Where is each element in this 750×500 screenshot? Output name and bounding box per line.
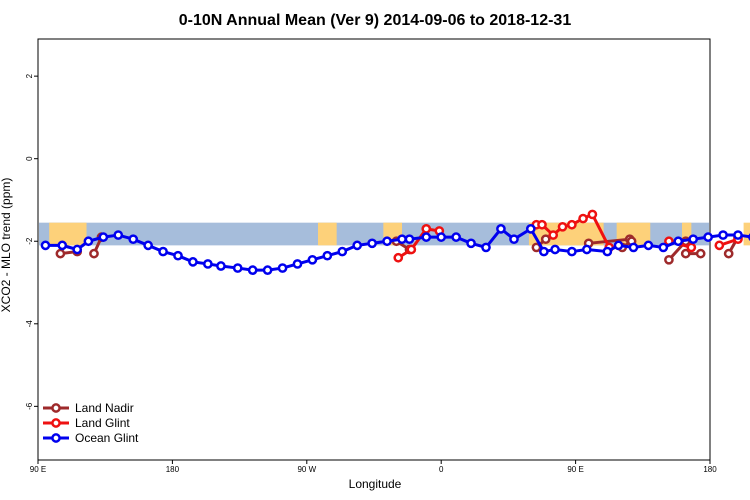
ocean-glint-point — [262, 265, 273, 275]
ocean-glint-point — [567, 246, 577, 257]
ocean-glint-point — [158, 246, 168, 257]
ocean-glint-point — [216, 261, 226, 271]
y-axis-label: XCO2 - MLO trend (ppm) — [0, 178, 13, 313]
ocean-glint-point — [436, 232, 447, 242]
land-nadir-point — [723, 248, 734, 259]
ocean-glint-point — [173, 250, 183, 261]
ocean-glint-point — [232, 263, 243, 273]
ocean-glint-point — [188, 257, 198, 267]
ocean-glint-point — [404, 234, 415, 245]
land-glint-point — [537, 219, 547, 230]
ocean-glint-point — [247, 265, 258, 275]
ocean-glint-point — [277, 263, 288, 273]
x-tick-label: 180 — [703, 465, 717, 474]
ocean-glint-point — [496, 224, 506, 234]
land-glint-point — [406, 244, 417, 255]
x-tick-label: 180 — [166, 465, 180, 474]
x-axis: 90 E 180 90 W 0 90 E 180 — [30, 460, 717, 474]
ocean-glint-point — [539, 246, 549, 257]
ocean-glint-point — [143, 240, 153, 251]
x-tick-label: 0 — [439, 465, 444, 474]
ocean-glint-point — [628, 242, 639, 253]
ocean-glint-point — [733, 230, 743, 240]
ocean-glint-point — [83, 236, 94, 247]
ocean-glint-point — [525, 224, 536, 234]
x-tick-label: 90 E — [567, 465, 583, 474]
land-glint-point — [557, 221, 568, 232]
ocean-glint-point — [322, 250, 333, 261]
land-nadir-point — [89, 248, 99, 259]
ocean-glint-point — [613, 240, 624, 251]
land-region — [318, 222, 337, 246]
land-nadir-line — [588, 237, 630, 245]
y-tick-label: -6 — [25, 402, 34, 410]
x-tick-label: 90 W — [297, 465, 316, 474]
land-nadir-point — [695, 248, 706, 259]
land-nadir-point — [55, 248, 66, 259]
land-glint-point — [578, 213, 588, 224]
ocean-glint-point — [658, 242, 669, 253]
ocean-glint-point — [481, 242, 491, 253]
legend-label-ocean-glint: Ocean Glint — [75, 431, 139, 445]
ocean-glint-point — [203, 259, 213, 269]
legend-label-land-glint: Land Glint — [75, 416, 130, 430]
ocean-glint-point — [72, 244, 83, 255]
ocean-glint-point — [98, 232, 109, 242]
land-nadir-point — [680, 248, 691, 259]
y-tick-label: 0 — [25, 156, 34, 161]
ocean-glint-point — [703, 232, 713, 242]
ocean-glint-point — [367, 238, 377, 249]
legend-marker-ocean-glint — [51, 433, 61, 443]
ocean-glint-point — [292, 259, 303, 269]
ocean-glint-point — [40, 240, 51, 251]
ocean-glint-point — [57, 240, 68, 251]
ocean-glint-point — [643, 240, 654, 251]
ocean-glint-point — [352, 240, 363, 251]
land-glint-point — [548, 230, 559, 240]
land-region — [49, 222, 87, 246]
legend-label-land-nadir: Land Nadir — [75, 401, 134, 415]
legend-marker-land-glint — [51, 418, 61, 428]
land-glint-point — [421, 224, 432, 234]
series-layer — [40, 209, 750, 275]
land-glint-point — [714, 240, 725, 251]
ocean-glint-point — [307, 254, 318, 265]
y-axis: 2 0 -2 -4 -6 — [25, 73, 38, 410]
land-glint-point — [393, 252, 404, 263]
land-nadir-point — [540, 234, 551, 245]
ocean-glint-point — [673, 236, 684, 247]
ocean-glint-point — [421, 232, 432, 242]
ocean-glint-point — [466, 238, 476, 249]
ocean-glint-point — [113, 230, 124, 240]
x-axis-label: Longitude — [349, 477, 402, 491]
land-nadir-point — [664, 254, 674, 265]
ocean-glint-point — [397, 234, 407, 245]
y-tick-label: -4 — [25, 320, 34, 328]
land-glint-point — [587, 209, 598, 220]
legend-marker-land-nadir — [51, 403, 61, 413]
ocean-glint-point — [718, 230, 728, 240]
ocean-glint-point — [581, 244, 592, 255]
land-glint-point — [567, 219, 577, 230]
ocean-glint-point — [382, 236, 392, 247]
ocean-glint-point — [509, 234, 519, 245]
chart-title: 0-10N Annual Mean (Ver 9) 2014-09-06 to … — [179, 12, 572, 29]
ocean-glint-point — [451, 232, 461, 242]
land-glint-point — [686, 242, 697, 253]
y-tick-label: 2 — [25, 73, 34, 78]
y-tick-label: -2 — [25, 237, 34, 245]
ocean-glint-point — [602, 246, 613, 257]
x-tick-label: 90 E — [30, 465, 46, 474]
plot-frame — [37, 38, 711, 461]
ocean-glint-point — [128, 234, 139, 245]
ocean-glint-point — [550, 244, 560, 255]
land-region — [682, 222, 692, 246]
ocean-glint-point — [337, 246, 348, 257]
ocean-glint-point — [688, 234, 699, 245]
land-region — [743, 222, 750, 246]
